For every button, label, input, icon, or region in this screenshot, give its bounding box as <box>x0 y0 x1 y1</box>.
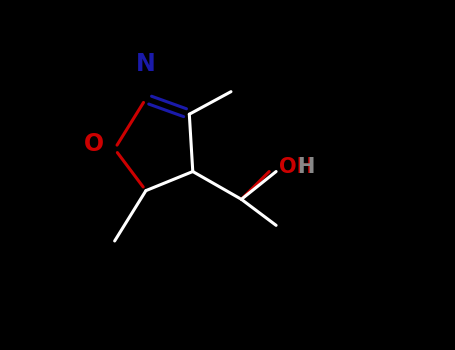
Text: O: O <box>84 132 104 156</box>
Text: N: N <box>136 52 156 76</box>
Text: H: H <box>297 157 314 177</box>
Text: OH: OH <box>279 157 314 177</box>
